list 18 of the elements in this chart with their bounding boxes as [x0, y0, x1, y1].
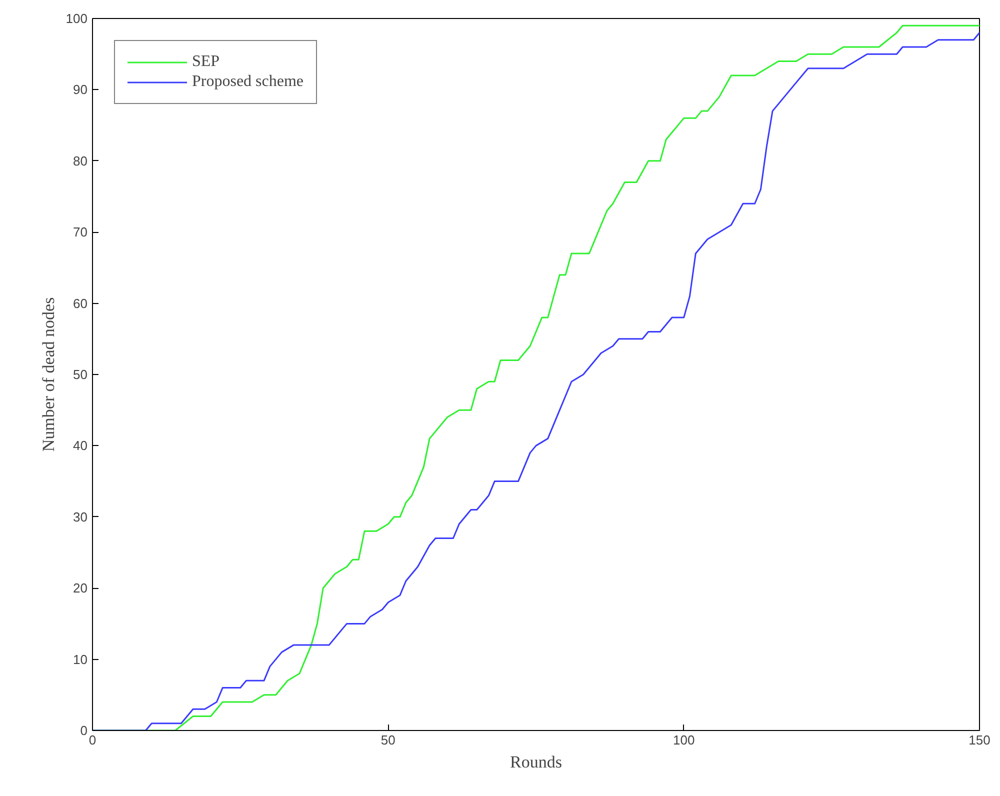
y-tick-label: 10 [73, 652, 88, 667]
y-tick-label: 40 [73, 438, 88, 454]
y-tick-label: 100 [66, 11, 88, 26]
y-tick-label: 0 [80, 723, 88, 738]
y-tick-label: 30 [73, 509, 88, 524]
y-tick-label: 60 [73, 296, 88, 311]
x-tick-label: 150 [968, 732, 990, 748]
y-tick-label: 20 [73, 580, 88, 596]
y-axis-title: Number of dead nodes [38, 297, 58, 452]
y-tick-label: 90 [73, 82, 88, 98]
y-tick-label: 70 [73, 224, 88, 240]
y-tick-label: 50 [73, 367, 88, 382]
y-tick-label: 80 [73, 153, 88, 168]
x-tick-label: 50 [380, 732, 396, 748]
x-axis-title: Rounds [510, 752, 562, 772]
legend-label: Proposed scheme [192, 73, 304, 91]
x-tick-label: 100 [672, 732, 695, 748]
legend-label: SEP [192, 53, 220, 71]
